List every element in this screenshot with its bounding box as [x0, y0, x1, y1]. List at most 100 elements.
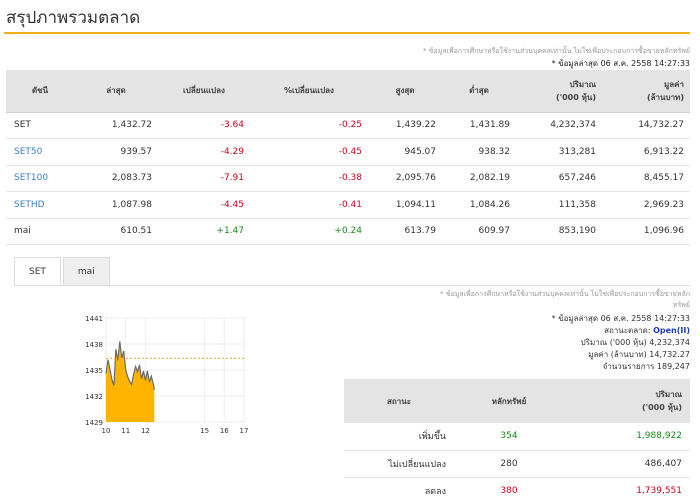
panel-trades: จำนวนรายการ 189,247	[603, 360, 690, 373]
summary-status-cell: ลดลง	[344, 477, 454, 504]
volume-cell: 313,281	[516, 138, 602, 166]
panel-value-label: มูลค่า (ล้านบาท)	[588, 350, 647, 359]
volume-cell: 4,232,374	[516, 112, 602, 139]
summary-row: เพิ่มขึ้น 354 1,988,922	[344, 423, 690, 451]
last-updated-label: * ข้อมูลล่าสุด	[551, 59, 599, 68]
title-divider	[4, 32, 690, 34]
chart-area	[106, 341, 155, 422]
chart-y-tick-label: 1441	[85, 315, 103, 323]
tab-set[interactable]: SET	[14, 257, 61, 286]
page-title: สรุปภาพรวมตลาด	[6, 8, 141, 28]
table-row: SET100 2,083.73 -7.91 -0.38 2,095.76 2,082.19…	[6, 165, 690, 192]
value-header-line2: (ล้านบาท)	[646, 92, 684, 102]
chart-y-tick-label: 1432	[85, 393, 103, 401]
chart-x-tick-label: 17	[240, 427, 249, 435]
summary-row: ไม่เปลี่ยนแปลง 280 486,407	[344, 450, 690, 478]
change-cell: -4.29	[158, 138, 250, 166]
column-header-low: ต่ำสุด	[442, 70, 516, 113]
volume-cell: 853,190	[516, 218, 602, 245]
symbol-cell[interactable]: SET100	[6, 165, 74, 192]
value-cell: 1,096.96	[602, 218, 690, 245]
column-header-symbol: ดัชนี	[6, 70, 74, 113]
panel-updated-label: * ข้อมูลล่าสุด	[551, 314, 599, 323]
summary-header-row: สถานะ หลักทรัพย์ ปริมาณ ('000 หุ้น)	[344, 379, 690, 423]
chart-x-tick-label: 16	[220, 427, 229, 435]
panel-updated: * ข้อมูลล่าสุด 06 ส.ค. 2558 14:27:33	[552, 312, 690, 325]
volume-header-line1: ปริมาณ	[569, 79, 596, 89]
panel-volume-value: 4,232,374	[649, 338, 690, 347]
symbol-cell[interactable]: SET50	[6, 138, 74, 166]
summary-securities-cell: 380	[454, 477, 564, 504]
chart-y-tick-label: 1435	[85, 367, 103, 375]
chart-x-tick-label: 10	[102, 427, 111, 435]
market-status-value: Open(II)	[653, 326, 690, 335]
low-cell: 1,431.89	[442, 112, 516, 139]
summary-row: ลดลง 380 1,739,551	[344, 477, 690, 504]
panel-notice-line2: ทรัพย์	[672, 301, 690, 309]
volume-header-line2: ('000 หุ้น)	[556, 92, 596, 102]
chart-y-tick-label: 1429	[85, 419, 103, 427]
summary-volume-cell: 1,739,551	[564, 477, 690, 504]
summary-securities-cell: 354	[454, 423, 564, 451]
volume-cell: 111,358	[516, 191, 602, 219]
pct-change-cell: -0.25	[250, 112, 368, 139]
column-header-high: สูงสุด	[368, 70, 442, 113]
low-cell: 2,082.19	[442, 165, 516, 192]
panel-notice-line1: * ข้อมูลเพื่อการศึกษาหรือใช้งานส่วนบุคคล…	[440, 290, 690, 298]
intraday-chart: 1441 1438 1435 1432 1429 10 11 12 15 16 17	[80, 310, 250, 444]
volume-cell: 657,246	[516, 165, 602, 192]
change-cell: -7.91	[158, 165, 250, 192]
change-cell: +1.47	[158, 218, 250, 245]
panel-value-value: 14,732.27	[649, 350, 690, 359]
high-cell: 945.07	[368, 138, 442, 166]
low-cell: 609.97	[442, 218, 516, 245]
advance-decline-table: สถานะ หลักทรัพย์ ปริมาณ ('000 หุ้น) เพิ่…	[344, 379, 690, 504]
last-cell: 1,087.98	[74, 191, 158, 219]
panel-value: มูลค่า (ล้านบาท) 14,732.27	[588, 348, 690, 361]
symbol-cell: mai	[6, 218, 74, 245]
column-header-volume: ปริมาณ ('000 หุ้น)	[516, 70, 602, 113]
summary-status-cell: ไม่เปลี่ยนแปลง	[344, 450, 454, 478]
high-cell: 1,439.22	[368, 112, 442, 139]
market-status: สถานะตลาด: Open(II)	[604, 324, 690, 337]
change-cell: -3.64	[158, 112, 250, 139]
column-header-change: เปลี่ยนแปลง	[158, 70, 250, 113]
panel-updated-value: 06 ส.ค. 2558 14:27:33	[600, 314, 690, 323]
value-cell: 2,969.23	[602, 191, 690, 219]
column-header-last: ล่าสุด	[74, 70, 158, 113]
tab-mai[interactable]: mai	[62, 257, 110, 286]
chart-series-line	[105, 341, 155, 390]
column-header-securities: หลักทรัพย์	[454, 379, 564, 423]
panel-volume: ปริมาณ ('000 หุ้น) 4,232,374	[581, 336, 690, 349]
table-row: SETHD 1,087.98 -4.45 -0.41 1,094.11 1,084.26 1…	[6, 191, 690, 219]
value-header-line1: มูลค่า	[663, 79, 684, 89]
summary-volume-header-line2: ('000 หุ้น)	[642, 403, 682, 412]
last-cell: 2,083.73	[74, 165, 158, 192]
pct-change-cell: -0.45	[250, 138, 368, 166]
value-cell: 6,913.22	[602, 138, 690, 166]
summary-volume-header-line1: ปริมาณ	[655, 390, 682, 399]
summary-volume-cell: 486,407	[564, 450, 690, 478]
table-header-row: ดัชนี ล่าสุด เปลี่ยนแปลง %เปลี่ยนแปลง สู…	[6, 70, 690, 113]
pct-change-cell: -0.38	[250, 165, 368, 192]
low-cell: 1,084.26	[442, 191, 516, 219]
last-cell: 1,432.72	[74, 112, 158, 139]
index-tabs: SET mai	[14, 257, 110, 286]
last-updated: * ข้อมูลล่าสุด 06 ส.ค. 2558 14:27:33	[552, 57, 690, 70]
pct-change-cell: -0.41	[250, 191, 368, 219]
table-row: SET 1,432.72 -3.64 -0.25 1,439.22 1,431.89 4,2…	[6, 112, 690, 139]
chart-x-tick-label: 12	[141, 427, 150, 435]
chart-x-tick-label: 15	[200, 427, 209, 435]
summary-securities-cell: 280	[454, 450, 564, 478]
last-cell: 610.51	[74, 218, 158, 245]
pct-change-cell: +0.24	[250, 218, 368, 245]
symbol-cell: SET	[6, 112, 74, 139]
disclaimer-notice: * ข้อมูลเพื่อการศึกษาหรือใช้งานส่วนบุคคล…	[423, 47, 690, 55]
column-header-value: มูลค่า (ล้านบาท)	[602, 70, 690, 113]
low-cell: 938.32	[442, 138, 516, 166]
panel-trades-value: 189,247	[656, 362, 690, 371]
symbol-cell[interactable]: SETHD	[6, 191, 74, 219]
high-cell: 1,094.11	[368, 191, 442, 219]
value-cell: 14,732.27	[602, 112, 690, 139]
